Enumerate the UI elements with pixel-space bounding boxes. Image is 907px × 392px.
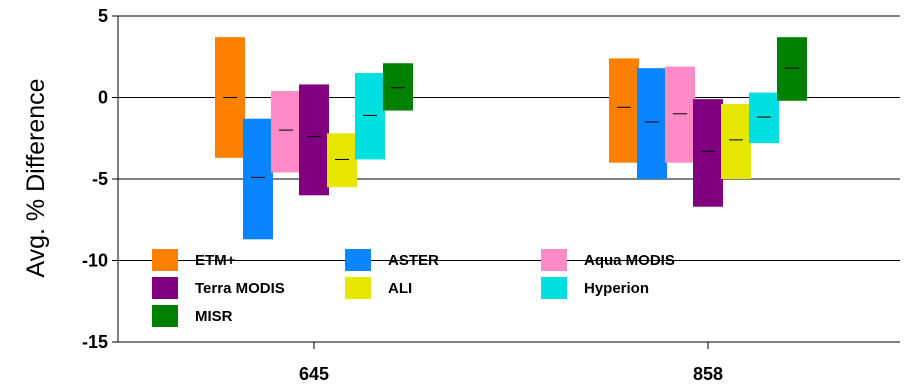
x-tick-label: 858 bbox=[693, 364, 723, 384]
legend-label: ALI bbox=[388, 280, 412, 297]
x-tick-label: 645 bbox=[299, 364, 329, 384]
bar bbox=[721, 104, 751, 179]
bar bbox=[749, 92, 779, 144]
bars bbox=[215, 37, 807, 240]
bar bbox=[383, 63, 413, 111]
legend-swatch bbox=[345, 277, 371, 299]
legend-swatch bbox=[541, 277, 567, 299]
bar bbox=[271, 90, 301, 173]
legend-swatch bbox=[152, 305, 178, 327]
bar bbox=[777, 37, 807, 101]
bar bbox=[609, 58, 639, 163]
bar bbox=[299, 84, 329, 196]
bar bbox=[355, 73, 385, 160]
bar bbox=[693, 99, 723, 207]
legend-label: MISR bbox=[195, 308, 233, 325]
legend-swatch bbox=[541, 249, 567, 271]
legend-label: Terra MODIS bbox=[195, 280, 285, 297]
y-tick-label: -5 bbox=[92, 169, 108, 189]
bar bbox=[665, 66, 695, 163]
legend-label: Hyperion bbox=[584, 280, 649, 297]
y-tick-label: -15 bbox=[82, 332, 108, 352]
legend-label: ETM+ bbox=[195, 252, 236, 269]
legend-swatch bbox=[152, 277, 178, 299]
bar bbox=[327, 133, 357, 188]
y-tick-label: 0 bbox=[98, 88, 108, 108]
bar bbox=[243, 118, 273, 240]
y-axis-title: Avg. % Difference bbox=[22, 78, 50, 277]
legend-label: ASTER bbox=[388, 252, 439, 269]
bar bbox=[637, 68, 667, 179]
legend-swatch bbox=[152, 249, 178, 271]
legend-label: Aqua MODIS bbox=[584, 252, 675, 269]
y-tick-label: -10 bbox=[82, 251, 108, 271]
axes: 5 0 -5 -10 -15 645 858 bbox=[82, 6, 900, 384]
legend: ETM+ ASTER Aqua MODIS Terra MODIS ALI Hyperio… bbox=[152, 249, 675, 327]
legend-swatch bbox=[345, 249, 371, 271]
y-tick-label: 5 bbox=[98, 6, 108, 26]
